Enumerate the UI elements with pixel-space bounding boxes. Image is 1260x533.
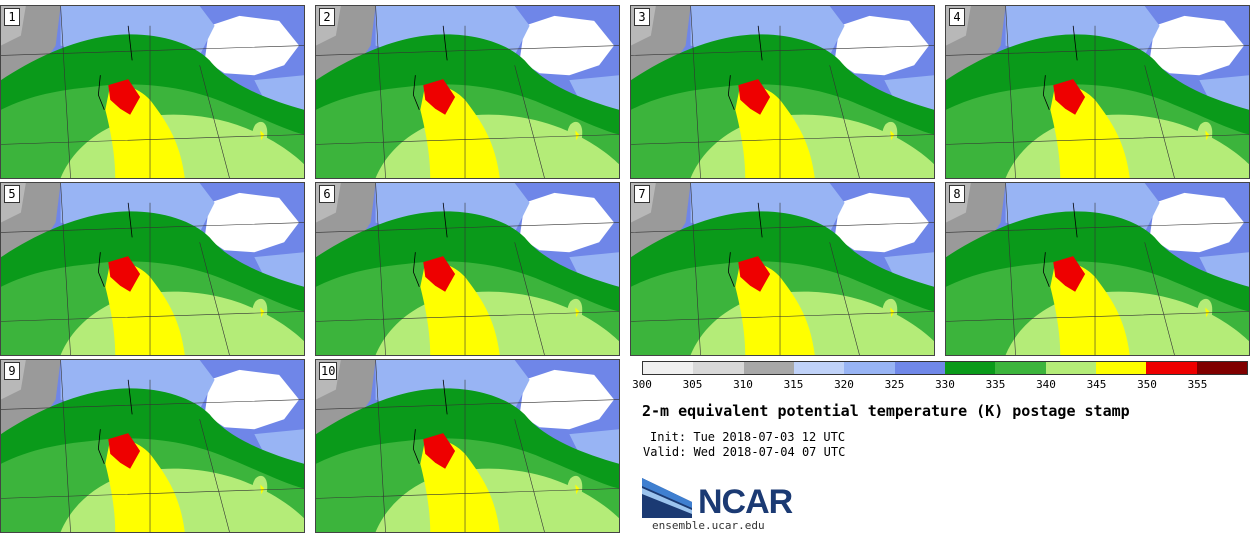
member-number-label: 7 [634,185,650,203]
colorbar-segment [693,362,744,374]
theta-e-map [631,183,934,355]
ensemble-url: ensemble.ucar.edu [652,519,765,532]
member-number-label: 2 [319,8,335,26]
colorbar-segment [743,362,794,374]
colorbar-segment [1095,362,1147,374]
colorbar-segment [944,362,996,374]
theta-e-map [1,183,304,355]
colorbar-tick-label: 355 [1187,378,1208,391]
colorbar-tick-label: 335 [985,378,1006,391]
colorbar-segment [995,362,1046,374]
member-number-label: 3 [634,8,650,26]
member-panel-4: 4 [945,5,1250,179]
member-number-label: 8 [949,185,965,203]
colorbar-tick-label: 310 [733,378,753,391]
init-time: Init: Tue 2018-07-03 12 UTC [650,430,846,444]
theta-e-map [1,360,304,532]
colorbar-tick-label: 345 [1086,378,1107,391]
member-panel-9: 9 [0,359,305,533]
colorbar-segment [894,362,945,374]
ncar-logo: NCAR ensemble.ucar.edu [642,476,802,532]
colorbar-tick-label: 325 [884,378,905,391]
theta-e-map [1,6,304,178]
colorbar-tick-label: 340 [1036,378,1056,391]
colorbar-tick-label: 300 [632,378,652,391]
member-panel-6: 6 [315,182,620,356]
member-panel-3: 3 [630,5,935,179]
colorbar-segment [844,362,895,374]
theta-e-map [316,183,619,355]
theta-e-map [316,6,619,178]
member-number-label: 5 [4,185,20,203]
colorbar-segment [793,362,845,374]
member-panel-5: 5 [0,182,305,356]
member-panel-8: 8 [945,182,1250,356]
member-number-label: 4 [949,8,965,26]
colorbar-tick-label: 350 [1137,378,1157,391]
member-panel-10: 10 [315,359,620,533]
plot-title: 2-m equivalent potential temperature (K)… [642,402,1130,420]
member-number-label: 9 [4,362,20,380]
member-number-label: 10 [319,362,338,380]
member-panel-1: 1 [0,5,305,179]
colorbar-segment [1146,362,1197,374]
colorbar-tick-label: 305 [682,378,703,391]
colorbar-tick-label: 320 [834,378,854,391]
theta-e-map [316,360,619,532]
ncar-logo-mark [642,478,692,518]
ncar-logo-text: NCAR [698,483,793,521]
member-number-label: 6 [319,185,335,203]
colorbar-segment [643,362,694,374]
member-number-label: 1 [4,8,20,26]
colorbar-tick-labels: 300 305 310 315 320 325 330 335 340 345 350 355 [632,378,1248,392]
valid-time: Valid: Wed 2018-07-04 07 UTC [643,445,846,459]
member-panel-2: 2 [315,5,620,179]
theta-e-map [946,6,1249,178]
colorbar-tick-label: 330 [935,378,955,391]
member-panel-7: 7 [630,182,935,356]
theta-e-map [946,183,1249,355]
colorbar-segment [1196,362,1247,374]
colorbar-segment [1045,362,1096,374]
colorbar [642,361,1248,375]
colorbar-tick-label: 315 [783,378,804,391]
theta-e-map [631,6,934,178]
